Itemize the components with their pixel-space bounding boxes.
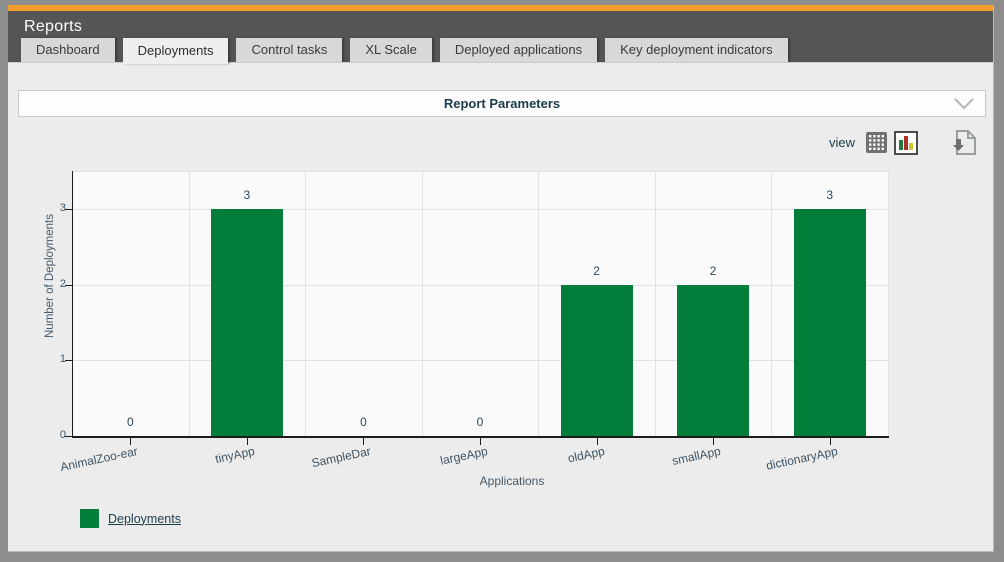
tick-mark <box>363 438 365 445</box>
chart-icon-red-bar <box>904 135 908 150</box>
tab-control-tasks[interactable]: Control tasks <box>236 38 343 62</box>
tab-bar: Dashboard Deployments Control tasks XL S… <box>21 38 788 64</box>
gridline <box>888 171 889 436</box>
plot-area <box>72 171 888 436</box>
gridline <box>654 171 656 436</box>
view-toolbar: view <box>829 126 980 159</box>
chart-legend: Deployments <box>80 509 181 528</box>
tick-mark <box>65 436 72 437</box>
bar-value-label: 3 <box>826 187 834 202</box>
y-tick-label: 0 <box>59 429 66 441</box>
tick-mark <box>480 438 481 445</box>
legend-item-deployments[interactable]: Deployments <box>108 511 181 526</box>
tab-xl-scale[interactable]: XL Scale <box>350 38 432 62</box>
tab-key-deployment-indicators[interactable]: Key deployment indicators <box>605 38 788 62</box>
x-category-label: AnimalZoo-ear <box>59 444 140 475</box>
gridline <box>72 284 888 286</box>
bar-value-label: 0 <box>360 415 367 429</box>
x-axis-line <box>72 436 889 438</box>
tab-deployed-applications[interactable]: Deployed applications <box>439 38 598 62</box>
gridline <box>72 360 888 362</box>
chart-icon-yellow-bar <box>909 142 913 150</box>
content-area: Report Parameters view <box>8 62 993 551</box>
tick-mark <box>596 438 598 445</box>
y-tick-label: 3 <box>59 201 66 214</box>
chevron-down-icon[interactable] <box>953 97 975 110</box>
header: Reports Dashboard Deployments Control ta… <box>8 11 993 64</box>
gridline <box>538 171 540 436</box>
tick-mark <box>713 438 715 445</box>
chart-view-icon[interactable] <box>894 130 918 155</box>
chart-icon-green-bar <box>899 139 903 150</box>
accent-bar <box>8 5 993 11</box>
y-axis-title: Number of Deployments <box>44 214 56 338</box>
bar-value-label: 0 <box>126 415 134 429</box>
table-view-icon[interactable] <box>866 132 887 153</box>
x-axis-title: Applications <box>479 474 545 488</box>
tick-mark <box>65 284 72 286</box>
tick-mark <box>130 438 132 445</box>
gridline <box>305 171 307 436</box>
bar-value-label: 2 <box>593 263 600 278</box>
bar-value-label: 3 <box>243 187 251 202</box>
y-tick-label: 2 <box>59 277 66 290</box>
bar <box>210 208 283 436</box>
bar <box>677 284 750 436</box>
y-axis-line <box>72 171 73 436</box>
bar-value-label: 2 <box>709 263 717 278</box>
tab-deployments[interactable]: Deployments <box>122 38 229 64</box>
x-category-label: smallApp <box>670 444 723 468</box>
export-report-icon[interactable] <box>947 126 980 159</box>
tab-dashboard[interactable]: Dashboard <box>21 38 115 62</box>
bar <box>560 284 633 436</box>
view-label: view <box>828 135 855 150</box>
y-tick-label: 1 <box>59 353 66 366</box>
tick-mark <box>246 438 248 445</box>
bar <box>793 208 866 436</box>
x-category-label: tinyApp <box>213 444 256 467</box>
report-parameters-title: Report Parameters <box>443 96 561 111</box>
page-title: Reports <box>24 18 83 35</box>
legend-color-swatch <box>80 509 99 528</box>
tick-mark <box>65 208 72 210</box>
gridline <box>771 171 773 436</box>
tick-mark <box>829 438 831 445</box>
x-category-label: dictionaryApp <box>764 444 839 473</box>
reports-window: Reports Dashboard Deployments Control ta… <box>8 5 994 552</box>
tick-mark <box>65 360 72 362</box>
x-category-label: SampleDar <box>310 444 373 471</box>
gridline <box>188 171 190 436</box>
report-parameters-header[interactable]: Report Parameters <box>18 90 986 117</box>
bar-value-label: 0 <box>476 415 484 429</box>
gridline <box>72 208 888 210</box>
gridline <box>421 171 423 436</box>
